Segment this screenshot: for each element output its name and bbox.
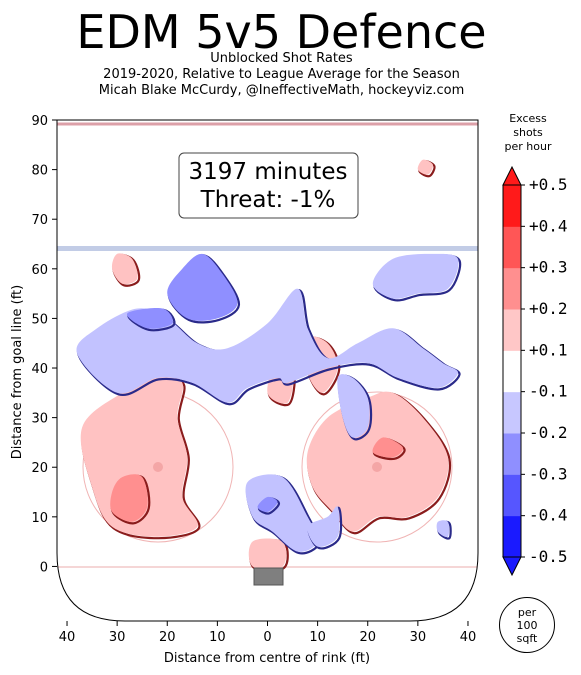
deficit-region-11 <box>126 308 173 329</box>
colorbar-tick-label: -0.3 <box>529 464 568 483</box>
x-axis: 40 30 20 10 0 10 20 30 40 <box>59 621 476 645</box>
x-tick-label: 0 <box>263 630 271 645</box>
colorbar-arrow-top <box>502 165 522 186</box>
y-tick-label: 0 <box>40 560 48 575</box>
colorbar-frame <box>502 184 522 558</box>
subtitle-line-3: Micah Blake McCurdy, @IneffectiveMath, h… <box>98 83 465 98</box>
faceoff-dot-left <box>153 462 163 472</box>
colorbar-tick-label: -0.5 <box>529 547 568 566</box>
faceoff-dot-right <box>372 462 382 472</box>
y-axis: 0 10 20 30 40 50 60 70 80 90 <box>31 114 57 575</box>
x-tick-label: 20 <box>159 630 176 645</box>
annotation-box: 3197 minutes Threat: -1% <box>178 152 359 219</box>
excess-region-2 <box>306 391 449 532</box>
deficit-region-15 <box>257 496 278 513</box>
deficit-region-14 <box>245 474 318 552</box>
excess-region-7 <box>111 253 138 285</box>
colorbar-band <box>503 267 521 310</box>
y-tick-label: 70 <box>31 213 48 228</box>
y-tick-label: 40 <box>31 362 48 377</box>
legend-title-line-2: shots <box>513 126 543 139</box>
excess-region-1 <box>110 474 148 522</box>
subtitle-line-1: Unblocked Shot Rates <box>210 51 353 66</box>
legend-title: Excess shots per hour <box>496 112 560 154</box>
x-tick-label: 30 <box>109 630 126 645</box>
rink-boards <box>56 119 479 622</box>
x-tick-label: 30 <box>410 630 427 645</box>
colorbar-band <box>503 474 521 517</box>
colorbar-arrow-bottom <box>502 556 522 577</box>
legend-title-line-1: Excess <box>509 112 547 125</box>
rink-surface <box>57 120 478 621</box>
y-tick-label: 50 <box>31 312 48 327</box>
excess-region-0 <box>80 377 198 537</box>
x-tick-label: 20 <box>359 630 376 645</box>
colorbar-band <box>503 350 521 393</box>
y-tick-label: 80 <box>31 164 48 179</box>
colorbar-band <box>503 515 521 558</box>
units-badge: per 100 sqft <box>499 597 555 653</box>
legend-title-line-3: per hour <box>504 140 552 153</box>
blue-line <box>57 246 478 251</box>
colorbar-tick-label: +0.2 <box>529 299 568 318</box>
excess-region-6 <box>248 538 287 570</box>
colorbar-tick-label: -0.1 <box>529 382 568 401</box>
deficit-region-16 <box>307 506 340 547</box>
annotation-threat: Threat: -1% <box>200 187 336 213</box>
colorbar-band <box>503 391 521 434</box>
y-tick-label: 30 <box>31 412 48 427</box>
y-axis-label: Distance from goal line (ft) <box>10 285 25 459</box>
deficit-region-9 <box>76 288 459 403</box>
deficit-region-17 <box>436 520 450 538</box>
x-tick-label: 40 <box>59 630 76 645</box>
colorbar-band <box>503 309 521 351</box>
excess-region-8 <box>417 159 434 175</box>
goal-net <box>253 567 284 586</box>
x-tick-label: 10 <box>209 630 226 645</box>
colorbar-tick-label: +0.5 <box>529 175 568 194</box>
faceoff-circle-right <box>301 391 453 543</box>
colorbar-band <box>503 185 521 227</box>
deficit-region-12 <box>372 253 459 299</box>
colorbar-band <box>503 226 521 269</box>
shot-rate-regions <box>76 159 462 573</box>
colorbar-band <box>503 433 521 475</box>
colorbar-tick-label: -0.4 <box>529 506 568 525</box>
page-title: EDM 5v5 Defence <box>76 5 487 59</box>
x-tick-label: 10 <box>309 630 326 645</box>
colorbar-tick-label: -0.2 <box>529 423 568 442</box>
excess-region-3 <box>372 437 404 458</box>
x-axis-label: Distance from centre of rink (ft) <box>164 651 370 666</box>
y-tick-label: 90 <box>31 114 48 129</box>
x-tick-label: 40 <box>460 630 477 645</box>
y-tick-label: 10 <box>31 511 48 526</box>
subtitle-line-2: 2019-2020, Relative to League Average fo… <box>103 67 460 82</box>
y-tick-label: 60 <box>31 263 48 278</box>
deficit-region-10 <box>167 253 238 321</box>
colorbar-tick-label: +0.3 <box>529 258 568 277</box>
colorbar: -0.5 -0.4 -0.3 -0.2 -0.1 +0.1 +0.2 +0.3 +0.4 +0.5 <box>502 165 568 577</box>
colorbar-tick-label: +0.4 <box>529 216 568 235</box>
y-tick-label: 20 <box>31 461 48 476</box>
annotation-minutes: 3197 minutes <box>189 159 348 185</box>
deficit-region-13 <box>337 374 370 438</box>
colorbar-tick-label: +0.1 <box>529 340 568 359</box>
